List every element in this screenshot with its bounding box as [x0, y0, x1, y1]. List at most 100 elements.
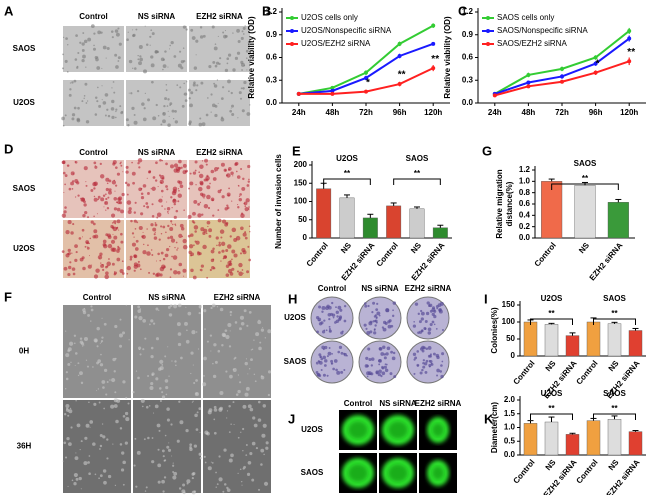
cell-speck — [113, 271, 116, 273]
cell-speck — [111, 36, 114, 39]
significance-label: ** — [344, 169, 351, 178]
cell-speck — [205, 432, 209, 435]
cell-speck — [81, 228, 85, 232]
cell-speck — [110, 107, 115, 111]
cell-speck — [94, 234, 99, 239]
cell-speck — [115, 184, 118, 187]
cell-speck — [174, 223, 177, 226]
cell-speck — [217, 35, 219, 38]
cell-speck — [195, 428, 199, 431]
cell-speck — [265, 446, 269, 450]
cell-speck — [66, 70, 69, 73]
cell-speck — [153, 236, 158, 240]
panel-label: A — [4, 3, 14, 18]
x-tick-label: 72h — [555, 108, 569, 117]
cell-speck — [194, 230, 197, 233]
colony — [323, 319, 326, 322]
cell-speck — [160, 251, 164, 255]
cell-speck — [218, 455, 221, 458]
bar — [586, 420, 601, 456]
cell-speck — [227, 53, 232, 57]
cell-speck — [226, 486, 229, 490]
cell-speck — [112, 162, 116, 166]
cell-speck — [233, 253, 238, 258]
y-tick-label: 0.0 — [504, 450, 516, 459]
cell-speck — [102, 386, 105, 389]
cell-speck — [244, 25, 246, 27]
cell-speck — [75, 251, 78, 254]
cell-speck — [225, 273, 230, 277]
cell-speck — [176, 249, 178, 251]
colony — [428, 303, 433, 308]
bar — [386, 205, 402, 239]
cell-speck — [221, 241, 226, 246]
x-tick-label: 24h — [488, 108, 502, 117]
x-tick-label: Control — [533, 241, 558, 269]
cell-speck — [143, 69, 148, 74]
x-tick-label: 48h — [326, 108, 340, 117]
cell-speck — [214, 43, 217, 45]
cell-speck — [83, 39, 88, 44]
cell-speck — [65, 456, 68, 459]
cell-speck — [244, 231, 247, 234]
cell-speck — [138, 225, 143, 231]
column-label: NS siRNA — [148, 293, 186, 302]
cell-speck — [185, 306, 187, 308]
significance-bracket — [530, 413, 573, 420]
cell-speck — [231, 200, 233, 202]
cell-speck — [145, 43, 149, 46]
panel-label: D — [4, 141, 13, 156]
cell-speck — [98, 104, 102, 108]
cell-speck — [260, 448, 265, 453]
x-tick-label: NS — [577, 240, 591, 255]
cell-speck — [212, 258, 215, 261]
x-tick-label: 120h — [620, 108, 638, 117]
cell-speck — [158, 200, 160, 202]
cell-speck — [65, 330, 67, 332]
cell-speck — [83, 97, 85, 100]
cell-speck — [165, 89, 168, 92]
cell-speck — [235, 393, 239, 396]
cell-speck — [231, 258, 233, 261]
cell-speck — [176, 439, 180, 443]
colony — [363, 302, 367, 305]
cell-speck — [193, 66, 198, 70]
cell-speck — [173, 304, 178, 309]
colony — [419, 371, 423, 375]
micrograph — [189, 80, 250, 126]
cell-speck — [240, 213, 245, 218]
cell-speck — [201, 213, 204, 216]
y-axis-label: Diameter(cm) — [490, 402, 499, 453]
micrograph — [203, 400, 271, 493]
cell-speck — [241, 269, 244, 271]
colony — [330, 359, 334, 363]
cell-speck — [205, 175, 210, 181]
cell-speck — [197, 202, 201, 206]
cell-speck — [208, 65, 212, 69]
row-label: SAOS — [13, 184, 36, 193]
colony — [324, 345, 328, 350]
cell-speck — [211, 462, 214, 464]
cell-speck — [70, 181, 75, 186]
cell-speck — [93, 215, 95, 218]
marker — [364, 75, 368, 80]
y-tick-label: 1.2 — [462, 7, 474, 16]
cell-speck — [239, 97, 243, 100]
cell-speck — [101, 67, 103, 69]
cell-speck — [202, 244, 207, 250]
colony — [318, 305, 322, 309]
colony — [425, 359, 429, 363]
x-tick-label: Control — [375, 241, 400, 269]
colony — [343, 319, 347, 323]
colony — [418, 320, 422, 324]
cell-speck — [212, 60, 216, 64]
colony — [378, 359, 382, 363]
cell-speck — [160, 233, 163, 235]
cell-speck — [149, 323, 151, 326]
colony — [335, 310, 339, 314]
colony — [384, 368, 389, 373]
cell-speck — [133, 120, 138, 125]
colony — [425, 347, 429, 351]
cell-speck — [85, 181, 87, 183]
cell-speck — [70, 361, 72, 364]
